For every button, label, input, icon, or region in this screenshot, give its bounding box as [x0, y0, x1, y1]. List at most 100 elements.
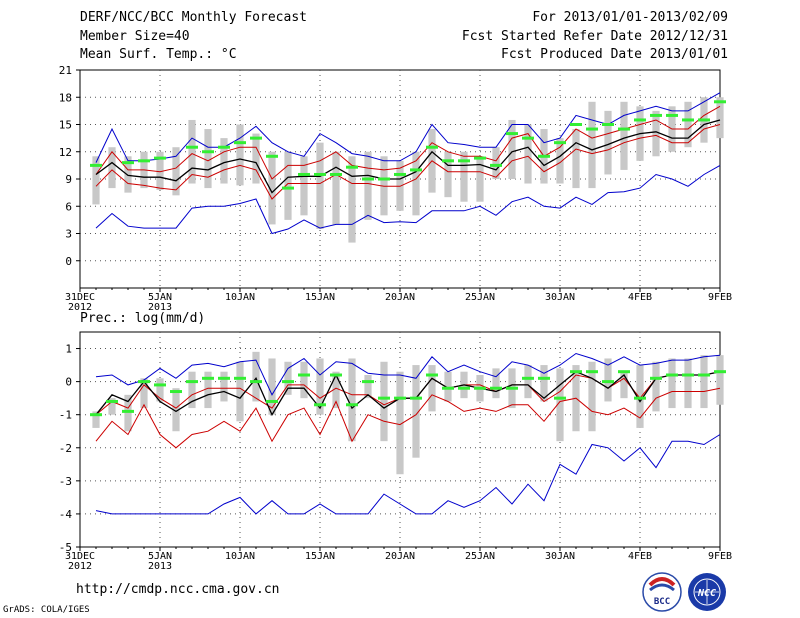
x-tick-sublabel: 2013: [148, 302, 172, 313]
spread-bar: [348, 358, 356, 442]
spread-bar: [444, 151, 452, 198]
y-tick-label: -1: [59, 409, 72, 422]
spread-bar: [508, 119, 516, 179]
spread-bar: [252, 351, 260, 402]
footer-url[interactable]: http://cmdp.ncc.cma.gov.cn: [76, 582, 280, 597]
spread-bar: [684, 101, 692, 148]
spread-bar: [588, 101, 596, 189]
spread-bar: [124, 394, 132, 432]
x-tick-label: 10JAN: [225, 551, 255, 562]
spread-bar: [300, 156, 308, 216]
spread-bar: [220, 138, 228, 184]
y-tick-label: 3: [65, 228, 72, 241]
x-tick-label: 9FEB: [708, 551, 732, 562]
spread-bar: [284, 361, 292, 395]
ncc-logo-text: NCC: [697, 588, 716, 599]
y-tick-label: 6: [65, 200, 72, 213]
spread-bar: [284, 151, 292, 220]
spread-bar: [380, 361, 388, 442]
spread-bar: [428, 365, 436, 412]
spread-bar: [252, 133, 260, 184]
y-tick-label: -2: [59, 442, 72, 455]
spread-bar: [684, 358, 692, 409]
chart-title: DERF/NCC/BCC Monthly Forecast: [80, 10, 307, 25]
spread-bar: [636, 365, 644, 428]
spread-bar: [156, 151, 164, 190]
spread-bar: [460, 151, 468, 202]
spread-bar: [524, 365, 532, 399]
spread-bar: [300, 361, 308, 399]
y-tick-label: -4: [59, 508, 73, 521]
y-tick-label: 0: [65, 255, 72, 268]
x-tick-label: 5JAN: [148, 551, 172, 562]
logos: BCC NCC: [642, 572, 726, 612]
spread-bar: [364, 151, 372, 220]
x-tick-label: 31DEC: [65, 551, 95, 562]
x-tick-label: 15JAN: [305, 292, 335, 303]
spread-bar: [364, 375, 372, 399]
spread-bar: [220, 371, 228, 402]
x-tick-label: 15JAN: [305, 551, 335, 562]
spread-bar: [668, 358, 676, 409]
ncc-logo: NCC: [688, 573, 726, 611]
spread-bar: [652, 361, 660, 412]
spread-bar: [92, 156, 100, 205]
y-tick-label: 21: [59, 64, 72, 77]
spread-bar: [524, 124, 532, 184]
spread-bar: [476, 156, 484, 202]
spread-bar: [556, 368, 564, 442]
spread-bar: [332, 371, 340, 409]
x-tick-label: 4FEB: [628, 292, 652, 303]
series-line-min: [95, 164, 721, 235]
spread-bar: [652, 110, 660, 157]
series-line-p25: [95, 124, 721, 200]
spread-bar: [268, 151, 276, 225]
series-line-max: [95, 352, 721, 396]
x-tick-label: 20JAN: [385, 551, 415, 562]
spread-bar: [604, 358, 612, 402]
produced-date: Fcst Produced Date 2013/01/01: [501, 47, 728, 62]
spread-bar: [236, 124, 244, 186]
spread-bar: [92, 411, 100, 428]
variable-label: Mean Surf. Temp.: °C: [80, 47, 237, 62]
x-tick-label: 5JAN: [148, 292, 172, 303]
spread-bar: [540, 365, 548, 402]
spread-bar: [700, 355, 708, 409]
y-tick-label: -3: [59, 475, 72, 488]
x-tick-label: 10JAN: [225, 292, 255, 303]
spread-bar: [108, 147, 116, 189]
spread-bar: [492, 147, 500, 179]
y-tick-label: 9: [65, 173, 72, 186]
x-tick-label: 4FEB: [628, 551, 652, 562]
grads-credit: GrADS: COLA/IGES: [3, 605, 90, 615]
spread-bar: [268, 358, 276, 415]
spread-bar: [412, 151, 420, 216]
spread-bar: [124, 156, 132, 193]
x-tick-sublabel: 2012: [68, 302, 92, 313]
start-date: Fcst Started Refer Date 2012/12/31: [461, 29, 728, 44]
member-size: Member Size=40: [80, 29, 190, 44]
y-tick-label: 0: [65, 376, 72, 389]
x-tick-sublabel: 2012: [68, 561, 92, 572]
spread-bar: [156, 378, 164, 402]
spread-bar: [108, 398, 116, 415]
x-tick-label: 20JAN: [385, 292, 415, 303]
x-tick-label: 25JAN: [465, 292, 495, 303]
spread-bar: [140, 378, 148, 409]
spread-bar: [332, 151, 340, 225]
spread-bar: [620, 101, 628, 170]
x-tick-label: 25JAN: [465, 551, 495, 562]
y-tick-label: 1: [65, 343, 72, 356]
spread-bar: [348, 156, 356, 243]
spread-bar: [588, 361, 596, 432]
x-tick-sublabel: 2013: [148, 561, 172, 572]
spread-bar: [556, 138, 564, 184]
x-tick-label: 31DEC: [65, 292, 95, 303]
x-tick-label: 30JAN: [545, 551, 575, 562]
spread-bar: [620, 371, 628, 399]
y-tick-label: 15: [59, 119, 72, 132]
